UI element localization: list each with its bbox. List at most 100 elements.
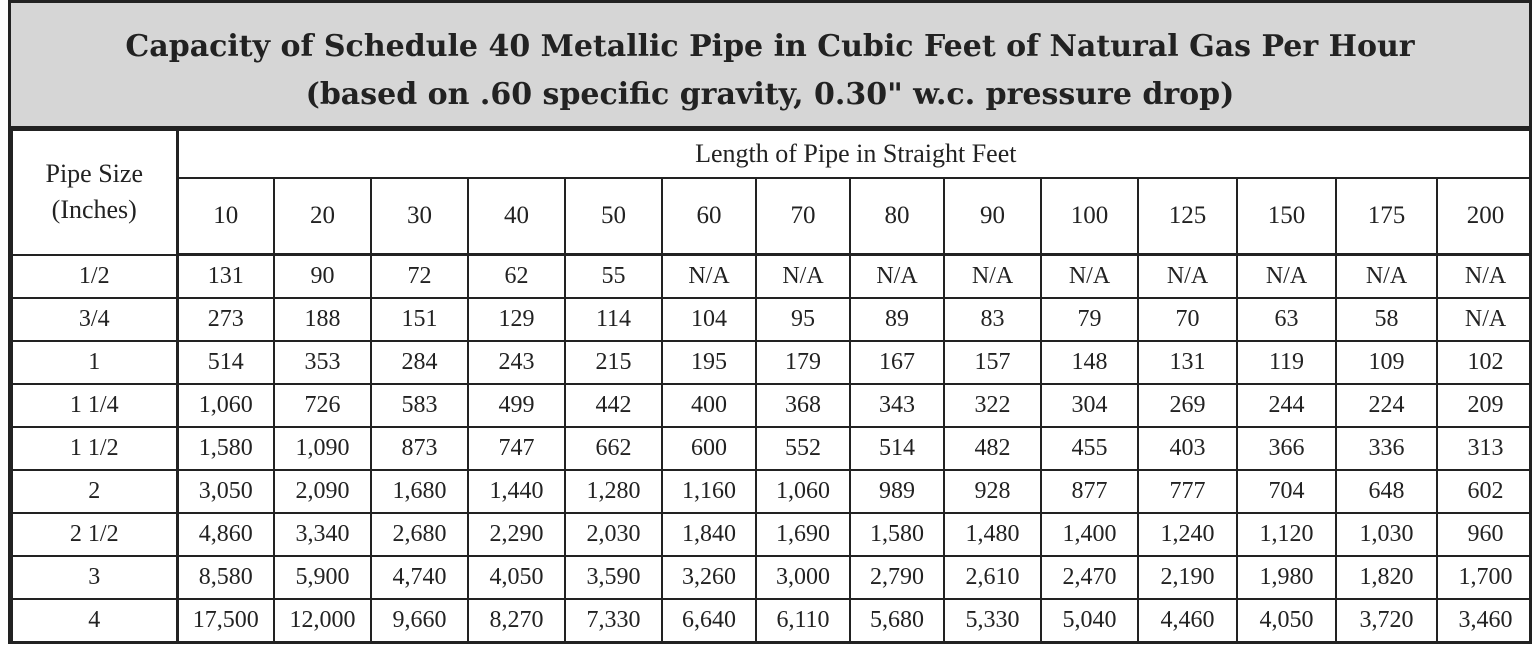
capacity-cell: 17,500 (176, 598, 275, 641)
capacity-cell: 4,460 (1137, 598, 1238, 641)
capacity-cell: 1,160 (661, 469, 757, 514)
capacity-cell: 79 (1040, 297, 1139, 342)
capacity-cell: 455 (1040, 426, 1139, 471)
capacity-cell: 877 (1040, 469, 1139, 514)
capacity-table: Pipe Size (Inches) Length of Pipe in Str… (11, 129, 1529, 641)
length-header-cell: 100 (1040, 177, 1139, 256)
length-header-cell: 125 (1137, 177, 1238, 256)
capacity-cell: 1,480 (943, 512, 1042, 557)
capacity-cell: 662 (564, 426, 663, 471)
capacity-cell: 129 (467, 297, 566, 342)
capacity-cell: 2,470 (1040, 555, 1139, 600)
capacity-cell: 5,900 (273, 555, 372, 600)
length-header-cell: 90 (943, 177, 1042, 256)
capacity-cell: 188 (273, 297, 372, 342)
capacity-cell: 1,120 (1236, 512, 1337, 557)
capacity-cell: 400 (661, 383, 757, 428)
capacity-cell: 3,460 (1435, 598, 1529, 641)
capacity-cell: 3,720 (1335, 598, 1438, 641)
pipe-size-cell: 4 (11, 598, 179, 641)
capacity-cell: 72 (370, 253, 469, 299)
capacity-cell: 3,000 (755, 555, 851, 600)
table-row: 1 514 353 284 243 215 195 179 167 157 148 131 119 109… (11, 340, 1529, 385)
length-header-cell: 175 (1335, 177, 1438, 256)
table-row: 2 1/2 4,860 3,340 2,680 2,290 2,030 1,840 1,690… (11, 512, 1529, 557)
table-row: 1/2 131 90 72 62 55 N/A N/A N/A N/A N/A N/A N/A N/A N/… (11, 253, 1529, 299)
capacity-cell: 726 (273, 383, 372, 428)
pipe-size-cell: 1 1/2 (11, 426, 179, 471)
capacity-cell: 244 (1236, 383, 1337, 428)
capacity-cell: 2,030 (564, 512, 663, 557)
pipe-size-cell: 1/2 (11, 253, 179, 299)
capacity-cell: 368 (755, 383, 851, 428)
table-row: 1 1/2 1,580 1,090 873 747 662 600 552 514 482 455 4… (11, 426, 1529, 471)
pipe-size-cell: 1 1/4 (11, 383, 179, 428)
capacity-cell: 2,090 (273, 469, 372, 514)
capacity-cell: 104 (661, 297, 757, 342)
capacity-cell: 269 (1137, 383, 1238, 428)
capacity-cell: 102 (1435, 340, 1529, 385)
table-row: 4 17,500 12,000 9,660 8,270 7,330 6,640 6,110 5,… (11, 598, 1529, 641)
capacity-cell: 8,270 (467, 598, 566, 641)
capacity-cell: 151 (370, 297, 469, 342)
capacity-cell: 648 (1335, 469, 1438, 514)
length-header-cell: 10 (175, 177, 275, 256)
capacity-cell: 6,640 (661, 598, 757, 641)
capacity-cell: 1,240 (1137, 512, 1238, 557)
length-header: Length of Pipe in Straight Feet (175, 129, 1529, 179)
capacity-cell: 119 (1236, 340, 1337, 385)
capacity-cell: 482 (943, 426, 1042, 471)
capacity-cell: 1,580 (176, 426, 275, 471)
capacity-cell: 602 (1435, 469, 1529, 514)
length-values-row: 10 20 30 40 50 60 70 80 90 100 125 150 175 200 (12, 177, 1529, 256)
capacity-cell: 9,660 (370, 598, 469, 641)
capacity-cell: 336 (1335, 426, 1438, 471)
capacity-cell: 2,790 (849, 555, 945, 600)
length-header-cell: 50 (564, 177, 663, 256)
capacity-cell: 2,290 (467, 512, 566, 557)
capacity-cell: 514 (176, 340, 275, 385)
capacity-cell: 7,330 (564, 598, 663, 641)
capacity-cell: 157 (943, 340, 1042, 385)
capacity-cell: 499 (467, 383, 566, 428)
capacity-cell: 4,050 (467, 555, 566, 600)
capacity-cell: 58 (1335, 297, 1438, 342)
capacity-cell: 1,690 (755, 512, 851, 557)
capacity-cell: 114 (564, 297, 663, 342)
pipe-size-header: Pipe Size (Inches) (11, 129, 179, 256)
capacity-cell: 109 (1335, 340, 1438, 385)
table-title: Capacity of Schedule 40 Metallic Pipe in… (125, 29, 1415, 64)
table-row: 3/4 273 188 151 129 114 104 95 89 83 79 70 63 58 N/A (11, 297, 1529, 342)
capacity-cell: 353 (273, 340, 372, 385)
capacity-cell: 3,590 (564, 555, 663, 600)
capacity-cell: 89 (849, 297, 945, 342)
table-row: 2 3,050 2,090 1,680 1,440 1,280 1,160 1,060 989 9… (11, 469, 1529, 514)
pipe-size-cell: 3/4 (11, 297, 179, 342)
capacity-cell: 195 (661, 340, 757, 385)
capacity-cell: 1,060 (755, 469, 851, 514)
table-row: 3 8,580 5,900 4,740 4,050 3,590 3,260 3,000 2,79… (11, 555, 1529, 600)
capacity-cell: 3,260 (661, 555, 757, 600)
capacity-cell: 224 (1335, 383, 1438, 428)
capacity-cell: 284 (370, 340, 469, 385)
pipe-size-cell: 2 (11, 469, 179, 514)
capacity-cell: 148 (1040, 340, 1139, 385)
capacity-cell: 747 (467, 426, 566, 471)
length-header-cell: 60 (661, 177, 757, 256)
capacity-cell: 90 (273, 253, 372, 299)
capacity-cell: 6,110 (755, 598, 851, 641)
capacity-cell: N/A (1435, 297, 1529, 342)
capacity-cell: 131 (176, 253, 275, 299)
pipe-size-cell: 1 (11, 340, 179, 385)
capacity-cell: 1,680 (370, 469, 469, 514)
capacity-table-figure: Capacity of Schedule 40 Metallic Pipe in… (8, 0, 1532, 644)
capacity-cell: 243 (467, 340, 566, 385)
capacity-cell: 5,680 (849, 598, 945, 641)
capacity-cell: 1,060 (176, 383, 275, 428)
capacity-cell: 1,440 (467, 469, 566, 514)
capacity-cell: 167 (849, 340, 945, 385)
capacity-cell: N/A (1435, 253, 1529, 299)
header-row-top: Pipe Size (Inches) Length of Pipe in Str… (11, 129, 1529, 256)
capacity-cell: 63 (1236, 297, 1337, 342)
capacity-cell: 403 (1137, 426, 1238, 471)
